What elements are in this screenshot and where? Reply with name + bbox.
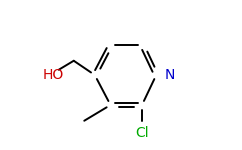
Text: N: N bbox=[165, 68, 175, 82]
Text: HO: HO bbox=[43, 68, 64, 82]
Text: Cl: Cl bbox=[135, 126, 149, 140]
